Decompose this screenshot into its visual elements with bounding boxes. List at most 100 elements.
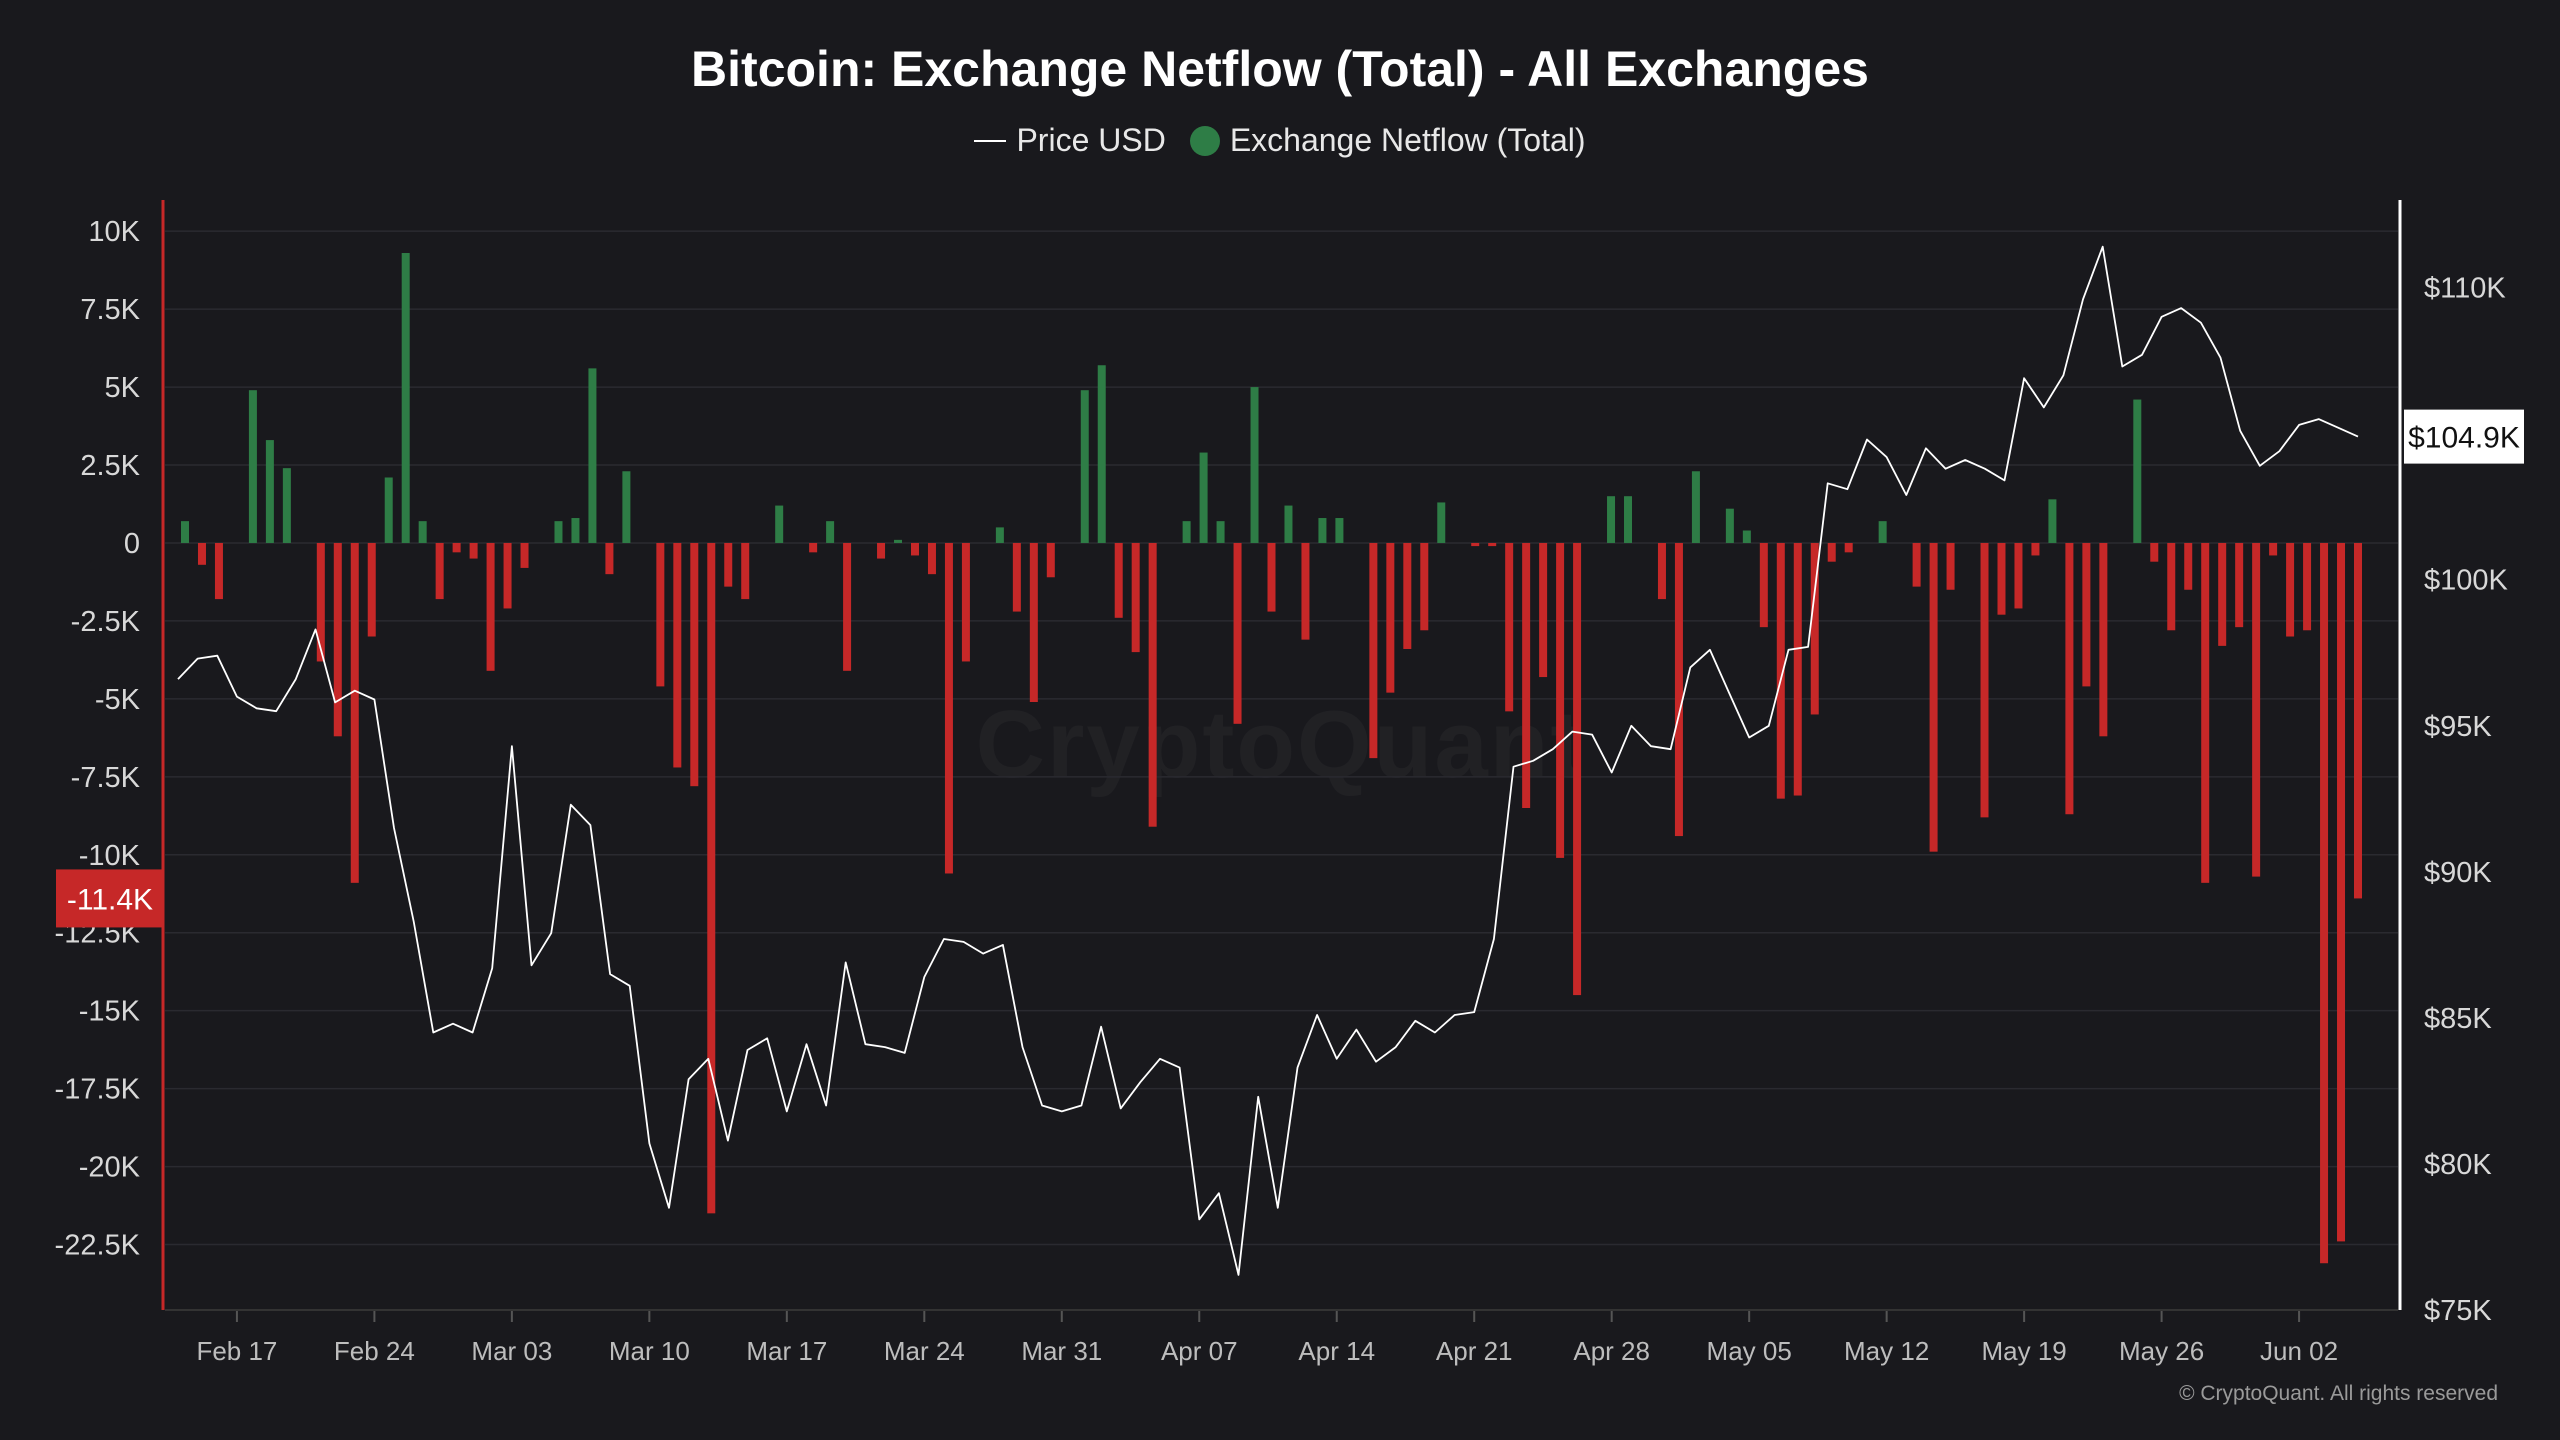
chart-title: Bitcoin: Exchange Netflow (Total) - All … [691,41,1869,97]
netflow-bar [1301,542,1310,640]
netflow-bar [2184,542,2193,590]
netflow-bar [367,542,376,637]
netflow-bar [2286,542,2295,637]
netflow-bar [486,542,495,671]
copyright: © CryptoQuant. All rights reserved [2179,1382,2498,1405]
netflow-bar [503,542,512,609]
netflow-bar [1674,542,1683,837]
netflow-flag-label: -11.4K [67,883,153,916]
netflow-bar [1335,518,1344,543]
netflow-bar [1267,542,1276,612]
x-tick-label: Mar 10 [609,1336,690,1366]
x-tick-label: Mar 24 [884,1336,965,1366]
netflow-flag-box [56,869,163,928]
x-tick-label: Apr 07 [1161,1336,1238,1366]
netflow-bar [843,542,852,671]
netflow-bar [2031,542,2040,556]
left-tick-label: -20K [79,1152,141,1184]
x-tick-label: Apr 28 [1573,1336,1650,1366]
netflow-bar [265,440,274,543]
right-tick-label: $85K [2424,1003,2492,1035]
netflow-bar [1827,542,1836,562]
x-tick-label: Feb 17 [196,1336,277,1366]
legend-netflow-label: Exchange Netflow (Total) [1229,122,1586,158]
netflow-bar [944,542,953,874]
netflow-bar [1657,542,1666,600]
netflow-bar [2150,542,2159,562]
netflow-bar [1420,542,1429,631]
netflow-bar [690,542,699,787]
left-tick-label: -22.5K [55,1230,141,1262]
netflow-bar [1233,542,1242,724]
x-tick-label: Apr 21 [1436,1336,1513,1366]
netflow-bar [1114,542,1123,618]
netflow-bar [384,477,393,543]
netflow-bar [2269,542,2278,556]
x-tick-label: Jun 02 [2260,1336,2338,1366]
line-layer [177,245,2359,1276]
left-tick-label: 2.5K [80,450,140,482]
netflow-bar [2320,542,2329,1264]
netflow-bar [1148,542,1157,827]
netflow-bar [1556,542,1565,858]
netflow-bar [1980,542,1989,818]
netflow-bar [316,542,325,662]
netflow-bar [961,542,970,662]
netflow-bar [656,542,665,687]
netflow-bar [2167,542,2176,631]
netflow-bar [1912,542,1921,587]
netflow-bar [214,542,223,600]
price-flag-label: $104.9K [2408,422,2520,455]
right-tick-label: $80K [2424,1149,2492,1181]
netflow-bar [877,542,886,559]
line-swatch-icon [974,139,1007,142]
netflow-bar [197,542,206,565]
left-tick-label: -5K [95,684,141,716]
netflow-bar [588,368,597,543]
axis-layer: 10K7.5K5K2.5K0-2.5K-5K-7.5K-10K-12.5K-15… [55,200,2509,1366]
netflow-bar [1691,471,1700,543]
netflow-bar [1929,542,1938,852]
netflow-bar [2082,542,2091,687]
netflow-bar [775,505,784,543]
netflow-bar [724,542,733,587]
netflow-bar [826,521,835,543]
netflow-bar [2218,542,2227,646]
right-tick-label: $95K [2424,711,2492,743]
netflow-bar [452,542,461,553]
netflow-bar [1471,542,1480,547]
netflow-bar [418,521,427,543]
netflow-bar [2201,542,2210,883]
netflow-bar [1539,542,1548,678]
netflow-bar [1318,518,1327,543]
left-tick-label: -10K [79,840,141,872]
netflow-bar [1946,542,1955,590]
left-tick-label: -2.5K [71,606,141,638]
netflow-bar [1725,508,1734,543]
netflow-bar [2133,399,2142,543]
x-tick-label: Mar 31 [1021,1336,1102,1366]
x-tick-label: May 12 [1844,1336,1929,1366]
flag-layer: $104.9K -11.4K [56,409,2524,928]
netflow-bar [1810,542,1819,715]
right-tick-label: $100K [2424,565,2509,597]
price-flag-box [2404,409,2524,464]
netflow-bar [927,542,936,575]
netflow-bar [741,542,750,600]
legend-price-label: Price USD [1016,122,1166,158]
netflow-bar [181,521,189,543]
netflow-bar [2235,542,2244,628]
netflow-bar [1131,542,1140,653]
netflow-bar [520,542,529,568]
netflow-bar [894,539,903,543]
legend-item-netflow[interactable]: Exchange Netflow (Total) [1189,122,1586,159]
netflow-bar [350,542,359,883]
netflow-bar [1046,542,1055,578]
netflow-bar [1250,387,1259,543]
legend-item-price[interactable]: Price USD [974,122,1166,159]
netflow-bar [809,542,818,553]
netflow-bar [673,542,682,768]
netflow-bar [282,468,291,543]
dot-swatch-icon [1189,125,1220,156]
